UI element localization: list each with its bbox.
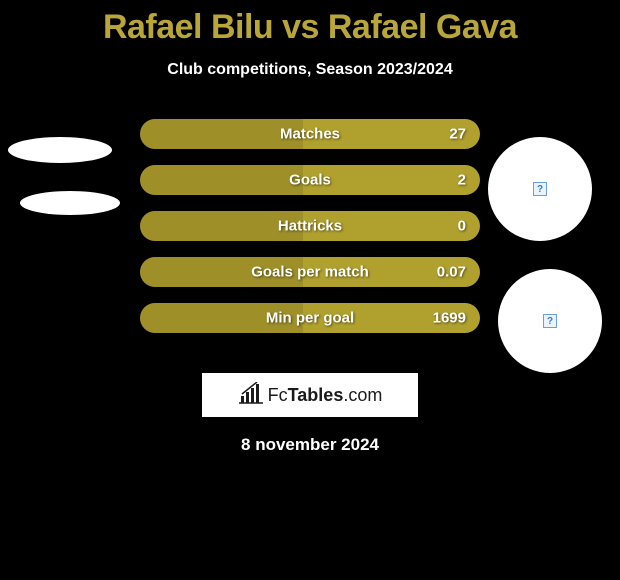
stat-bar: Goals per match 0.07 (140, 257, 480, 287)
bar-chart-icon (238, 382, 264, 409)
stat-label: Goals per match (251, 264, 369, 281)
logo-bold: Tables (288, 385, 344, 405)
stat-label: Min per goal (266, 310, 354, 327)
stat-bars: Matches 27 Goals 2 Hattricks 0 Goals per… (140, 119, 480, 349)
date-text: 8 november 2024 (0, 435, 620, 455)
stat-bar: Min per goal 1699 (140, 303, 480, 333)
page-title: Rafael Bilu vs Rafael Gava (0, 0, 620, 47)
stat-value: 1699 (433, 310, 466, 327)
page-subtitle: Club competitions, Season 2023/2024 (0, 61, 620, 79)
stat-value: 0.07 (437, 264, 466, 281)
image-placeholder-icon: ? (543, 314, 557, 328)
stat-value: 0 (458, 218, 466, 235)
stat-label: Goals (289, 172, 331, 189)
logo-text: FcTables.com (268, 385, 383, 406)
logo-suffix: .com (343, 385, 382, 405)
left-ellipse-2 (20, 191, 120, 215)
image-placeholder-icon: ? (533, 182, 547, 196)
stat-label: Hattricks (278, 218, 342, 235)
right-circle-1: ? (488, 137, 592, 241)
stat-bar: Hattricks 0 (140, 211, 480, 241)
stat-bar: Matches 27 (140, 119, 480, 149)
stat-label: Matches (280, 126, 340, 143)
left-ellipse-1 (8, 137, 112, 163)
stat-value: 27 (449, 126, 466, 143)
right-circle-2: ? (498, 269, 602, 373)
logo-prefix: Fc (268, 385, 288, 405)
stat-value: 2 (458, 172, 466, 189)
stats-area: ? ? Matches 27 Goals 2 Hattricks 0 Goals… (0, 119, 620, 369)
stat-bar: Goals 2 (140, 165, 480, 195)
fctables-logo: FcTables.com (202, 373, 418, 417)
